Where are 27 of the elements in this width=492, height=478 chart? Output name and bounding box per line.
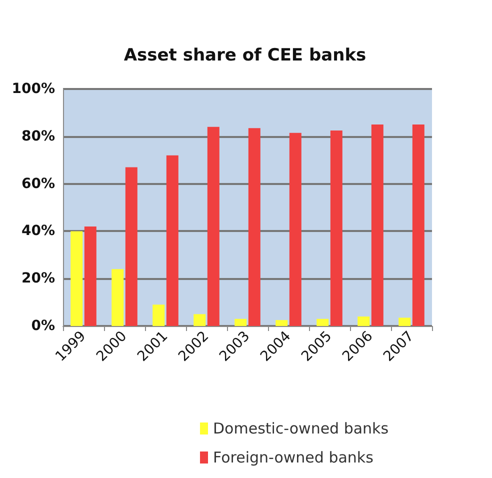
bar: [289, 132, 302, 326]
bar: [207, 126, 220, 326]
bar: [412, 124, 424, 326]
bar: [398, 318, 411, 326]
bar: [152, 304, 165, 326]
bar: [70, 231, 83, 326]
y-tick-label: 80%: [21, 128, 55, 144]
bar: [125, 167, 138, 326]
legend-label: Foreign-owned banks: [213, 448, 374, 466]
bar: [194, 314, 206, 326]
y-tick-label: 0%: [31, 318, 55, 334]
legend-label: Domestic-owned banks: [213, 420, 389, 438]
y-tick-label: 100%: [12, 81, 55, 97]
bar: [276, 320, 288, 326]
bar: [166, 155, 178, 326]
bar: [248, 128, 260, 326]
bar: [316, 318, 329, 326]
bar: [112, 269, 124, 326]
y-tick-label: 20%: [21, 270, 55, 287]
bar: [358, 316, 370, 326]
y-tick-label: 40%: [21, 223, 55, 240]
bar: [84, 226, 96, 326]
bar: [330, 130, 342, 326]
y-tick-label: 60%: [21, 176, 55, 192]
bar: [234, 318, 247, 326]
bar: [371, 124, 384, 326]
chart-title: Asset share of CEE banks: [124, 46, 366, 66]
